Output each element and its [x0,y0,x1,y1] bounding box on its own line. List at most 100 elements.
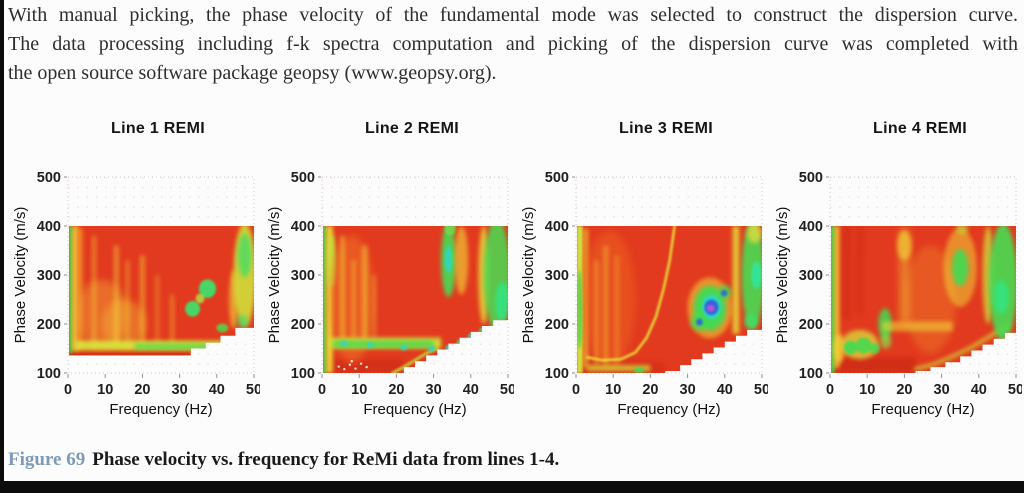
heat-speckle [354,367,357,370]
heatmap-region [69,226,255,356]
heat-band [333,340,434,348]
remi-panel-3: Line 3 REMI 0 10 20 30 40 50 100 200 300 400 500 Fr… [516,105,768,430]
heat-streak [834,226,840,369]
heat-blob [747,226,762,244]
heat-curve [391,347,439,373]
y-axis-title: Phase Velocity (m/s) [266,207,283,344]
x-tick-label: 20 [388,382,404,398]
y-axis-title: Phase Velocity (m/s) [12,207,29,344]
heat-streak [139,255,146,349]
heat-blob [400,344,408,351]
x-tick-label: 10 [859,382,875,398]
heatmap-plot-line3: 0 10 20 30 40 50 100 200 300 400 500 Frequency (Hz)… [520,170,768,418]
bottom-border-bar [0,481,1024,493]
y-tick-label: 100 [291,366,315,382]
x-tick-label: 10 [351,382,367,398]
heat-blob [238,233,252,278]
x-tick-label: 30 [934,382,950,398]
heat-blob [896,230,912,261]
x-tick-label: 40 [463,382,479,398]
y-tick-label: 200 [37,317,61,333]
heat-band [587,365,651,372]
left-border-bar [0,0,4,493]
y-tick-label: 500 [291,170,315,186]
figure-caption-text: Phase velocity vs. frequency for ReMi da… [92,449,560,470]
y-tick-label: 500 [37,170,61,186]
heat-streak [69,226,73,354]
y-tick-label: 100 [37,366,61,382]
x-tick-label: 10 [605,382,621,398]
heatmap-region [577,226,763,373]
body-paragraph: With manual picking, the phase velocity … [8,1,1018,88]
remi-panel-4: Line 4 REMI 0 10 20 30 40 50 100 200 300 400 500 Fr… [770,105,1022,430]
x-axis-title: Frequency (Hz) [363,401,466,418]
heat-blob [577,270,583,349]
x-tick-label: 0 [826,382,834,398]
heat-speckle [365,365,368,369]
heatmap-plot-line1: 0 10 20 30 40 50 100 200 300 400 500 Frequency (Hz)… [12,170,260,418]
x-tick-label: 30 [680,382,696,398]
heat-band [882,321,953,332]
y-tick-label: 300 [545,268,569,284]
heat-speckle [350,360,353,363]
x-axis-title: Frequency (Hz) [617,401,720,418]
x-tick-label: 50 [500,382,514,398]
y-tick-label: 400 [799,219,823,235]
heat-streak [603,245,609,366]
heat-band [831,357,916,373]
heat-streak [856,226,864,315]
heat-blob [340,340,348,347]
heat-streak [614,255,620,366]
y-tick-label: 200 [291,317,315,333]
heat-streak [113,245,119,347]
heat-band [134,343,232,350]
heat-streak [125,260,130,349]
x-axis-title: Frequency (Hz) [109,401,212,418]
heat-blob [843,340,858,355]
heat-streak [169,294,175,349]
heat-streak [842,226,851,320]
x-axis-title: Frequency (Hz) [871,401,974,418]
y-tick-label: 200 [799,317,823,333]
heatmap-region [831,226,1017,373]
heat-blob [198,279,217,299]
heat-streak [72,226,79,351]
heat-blob [185,300,201,317]
heat-blob [444,245,453,274]
heat-streak [594,260,599,366]
heatmap-plot-line2: 0 10 20 30 40 50 100 200 300 400 500 Frequency (Hz)… [266,170,514,418]
panel-title: Line 4 REMI [873,120,967,137]
figure-69-panels: Line 1 REMI 0 10 20 30 40 50 100 200 300 400 500 Fr… [0,105,1024,430]
heat-band [323,359,404,373]
heat-blob [956,226,969,235]
x-tick-label: 0 [64,382,72,398]
remi-panel-2: Line 2 REMI 0 10 20 30 40 50 100 200 300 400 500 Fr… [262,105,514,430]
y-tick-label: 300 [291,268,315,284]
x-tick-label: 30 [172,382,188,398]
heat-curve [913,323,1011,371]
heat-curve [585,226,676,362]
heat-streak [371,275,377,339]
heat-blob [952,249,969,287]
figure-caption-label: Figure 69 [8,449,86,470]
y-tick-label: 300 [37,268,61,284]
x-tick-label: 50 [1008,382,1022,398]
heat-streak [732,226,740,334]
x-tick-label: 20 [134,382,150,398]
paragraph-line: With manual picking, the phase velocity … [8,4,1018,26]
heat-blob [216,323,229,333]
heat-streak [155,275,160,349]
heat-blob [720,289,728,297]
x-tick-label: 0 [572,382,580,398]
panel-title: Line 1 REMI [111,120,205,137]
heat-streak [351,260,356,339]
heat-blob [583,230,636,369]
y-tick-label: 200 [545,317,569,333]
y-tick-label: 100 [545,366,569,382]
paragraph-line: The data processing including f-k spectr… [8,33,1018,55]
heat-blob [744,313,758,330]
heat-streak [831,226,835,373]
heat-streak [361,245,368,339]
y-tick-label: 100 [799,366,823,382]
x-tick-label: 30 [426,382,442,398]
